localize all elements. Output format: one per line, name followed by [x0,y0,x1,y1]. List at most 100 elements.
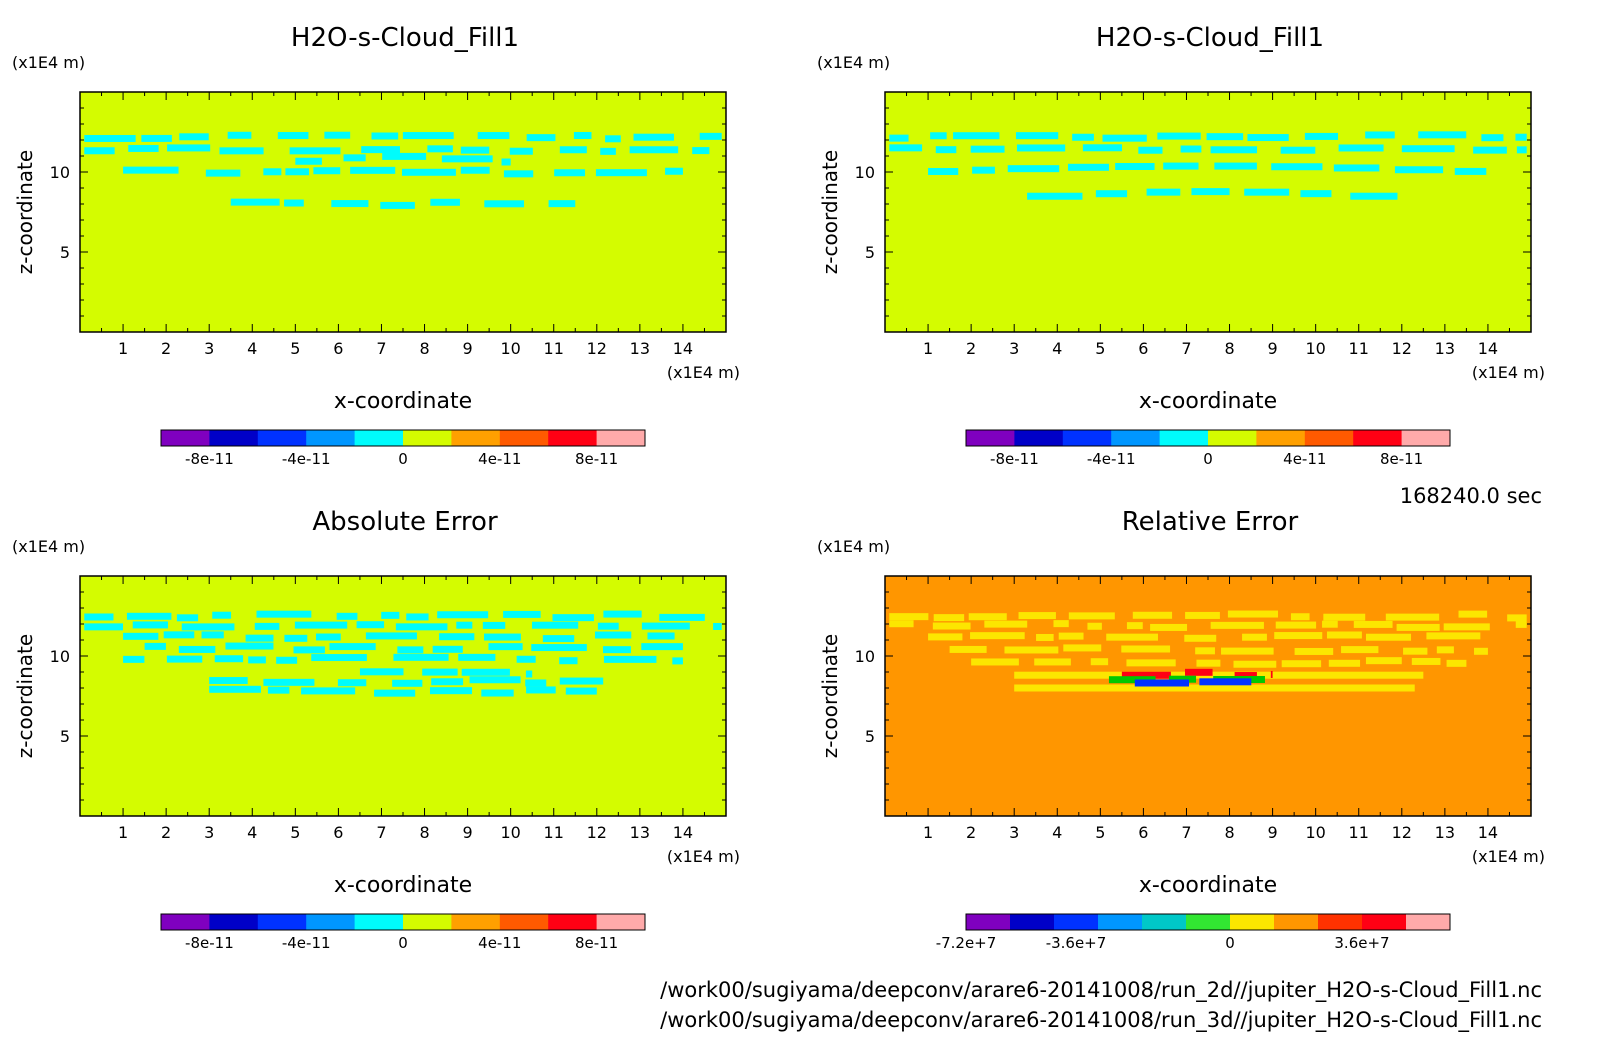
contour-band [1095,190,1128,198]
x-tick-label: 4 [1052,823,1062,842]
contour-band [256,610,312,618]
contour-band [293,646,325,654]
contour-band [633,133,674,141]
colorbar-swatch [966,914,1011,930]
colorbar-swatch [1401,430,1451,446]
contour-band [889,613,929,621]
contour-band [163,631,195,639]
x-tick-label: 7 [376,823,386,842]
contour-band [1018,612,1056,620]
colorbar-tick-label: -8e-11 [185,450,234,468]
y-unit-label: (x1E4 m) [817,537,890,556]
contour-band [1199,678,1252,686]
contour-band [166,655,203,663]
contour-band [1353,620,1393,628]
colorbar-swatch [1111,430,1161,446]
x-tick-label: 13 [630,823,650,842]
contour-band [1385,613,1440,621]
contour-band [469,676,521,684]
contour-band [263,678,315,686]
x-axis-label: x-coordinate [334,873,472,898]
contour-band [1206,133,1244,141]
x-tick-label: 10 [500,339,520,358]
contour-band [1185,611,1220,619]
contour-band [1280,146,1316,154]
colorbar-tick-label: -4e-11 [1087,450,1136,468]
contour-band [603,610,642,618]
contour-band [350,166,396,174]
colorbar-swatch [1318,914,1363,930]
contour-band [1247,134,1289,142]
contour-band [311,654,367,662]
x-tick-label: 4 [247,823,257,842]
x-tick-label: 8 [419,339,429,358]
x-tick-label: 1 [923,823,933,842]
colorbar-swatch [354,914,404,930]
time-label: 168240.0 sec [1399,484,1542,508]
colorbar-swatch [1362,914,1407,930]
contour-band [1323,613,1366,621]
colorbar-tick-label: -7.2e+7 [936,934,997,952]
colorbar-tick-label: 4e-11 [478,450,521,468]
contour-band [1180,145,1202,153]
contour-band [930,132,947,140]
colorbar-swatch [1406,914,1451,930]
contour-band [1168,675,1197,683]
contour-band [176,614,199,622]
contour-band [972,166,995,174]
contour-band [1326,631,1362,639]
contour-band [422,668,458,676]
colorbar-swatch [1014,430,1064,446]
contour-band [209,685,261,693]
contour-band [276,656,298,664]
y-tick-label: 5 [60,727,70,746]
contour-band [928,167,959,175]
file-path-2d: /work00/sugiyama/deepconv/arare6-2014100… [660,978,1542,1002]
contour-band [699,132,722,140]
contour-band [365,632,417,640]
x-tick-label: 1 [118,823,128,842]
x-tick-label: 9 [1268,339,1278,358]
contour-band [460,166,490,174]
y-tick-label: 5 [60,243,70,262]
colorbar-swatch [1208,430,1257,446]
colorbar-swatch [403,914,452,930]
x-tick-label: 9 [1268,823,1278,842]
contour-band [381,611,400,619]
contour-band [559,677,604,685]
contour-band [1426,632,1481,640]
contour-band [144,642,166,650]
contour-band [970,145,1005,153]
contour-band [935,146,957,154]
contour-band [429,687,473,695]
colorbar-swatch [1010,914,1055,930]
contour-band [1134,679,1190,687]
contour-band [461,668,510,676]
contour-band [1446,659,1467,667]
contour-band [1244,188,1290,196]
colorbar-swatch [209,430,259,446]
contour-band [526,134,556,142]
colorbar-swatch [1256,430,1306,446]
contour-band [84,147,115,155]
chart-title: H2O-s-Cloud_Fill1 [291,23,519,53]
x-tick-label: 8 [419,823,429,842]
contour-band [167,144,211,152]
x-tick-label: 3 [1009,339,1019,358]
x-tick-label: 7 [1181,823,1191,842]
contour-band [573,131,592,139]
file-path-3d: /work00/sugiyama/deepconv/arare6-2014100… [660,1008,1542,1032]
contour-band [525,670,533,678]
contour-band [1184,634,1217,642]
contour-band [382,152,427,160]
contour-band [565,687,597,695]
chart-title: H2O-s-Cloud_Fill1 [1096,23,1324,53]
contour-band [227,131,252,139]
contour-band [532,621,579,629]
x-tick-label: 13 [1435,339,1455,358]
contour-band [1322,620,1338,628]
x-tick-label: 14 [1478,339,1498,358]
contour-band [84,134,136,142]
colorbar-swatch [209,914,259,930]
